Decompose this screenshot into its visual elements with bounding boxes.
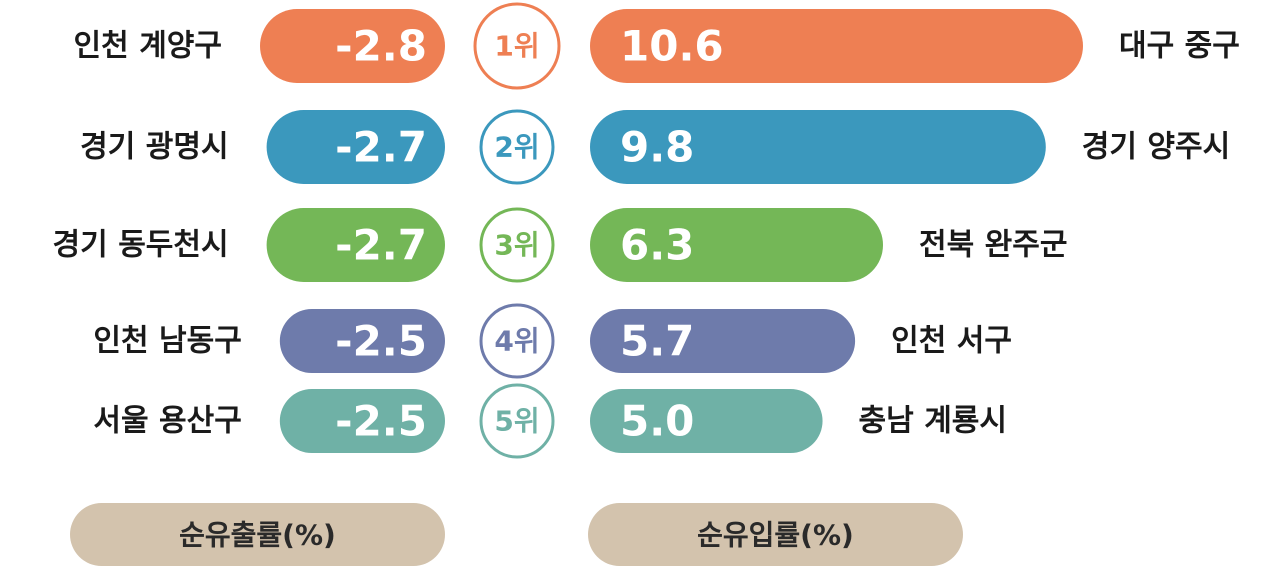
bar bbox=[266, 208, 445, 282]
legend-pill bbox=[588, 503, 963, 566]
region-label: 전북 완주군 bbox=[919, 228, 1067, 263]
legend-pill bbox=[70, 503, 445, 566]
rank-label: 3위 bbox=[494, 229, 539, 262]
bar bbox=[266, 110, 445, 184]
value-label: -2.7 bbox=[335, 221, 427, 270]
bar bbox=[590, 389, 823, 453]
rank-circle bbox=[479, 303, 555, 379]
value-label: 5.7 bbox=[620, 317, 694, 366]
legend-label: 순유출률(%) bbox=[179, 519, 336, 552]
rank-circle bbox=[479, 383, 555, 459]
region-label: 대구 중구 bbox=[1119, 29, 1240, 64]
legend-label: 순유입률(%) bbox=[697, 519, 854, 552]
rank-label: 2위 bbox=[494, 131, 539, 164]
region-label: 인천 계양구 bbox=[74, 29, 222, 64]
rank-label: 5위 bbox=[494, 405, 539, 438]
bar bbox=[279, 389, 445, 453]
rank-label: 4위 bbox=[494, 325, 539, 358]
value-label: -2.5 bbox=[335, 397, 427, 446]
region-label: 경기 광명시 bbox=[80, 130, 228, 165]
value-label: -2.7 bbox=[335, 123, 427, 172]
value-label: -2.8 bbox=[335, 22, 427, 71]
region-label: 충남 계룡시 bbox=[859, 404, 1007, 439]
value-label: -2.5 bbox=[335, 317, 427, 366]
bar bbox=[590, 309, 856, 373]
value-label: 6.3 bbox=[620, 221, 694, 270]
value-label: 5.0 bbox=[620, 397, 694, 446]
region-label: 경기 양주시 bbox=[1082, 130, 1230, 165]
rank-circle bbox=[479, 207, 555, 283]
bar bbox=[260, 9, 445, 83]
value-label: 10.6 bbox=[620, 22, 724, 71]
bar bbox=[279, 309, 445, 373]
region-label: 인천 남동구 bbox=[93, 324, 241, 359]
bar bbox=[590, 9, 1083, 83]
rank-circle bbox=[479, 109, 555, 185]
region-label: 서울 용산구 bbox=[93, 404, 241, 439]
rank-label: 1위 bbox=[494, 30, 539, 63]
bar bbox=[590, 110, 1046, 184]
region-label: 경기 동두천시 bbox=[53, 228, 229, 263]
rank-circle bbox=[473, 2, 561, 90]
bar bbox=[590, 208, 884, 282]
value-label: 9.8 bbox=[620, 123, 694, 172]
region-label: 인천 서구 bbox=[891, 324, 1012, 359]
